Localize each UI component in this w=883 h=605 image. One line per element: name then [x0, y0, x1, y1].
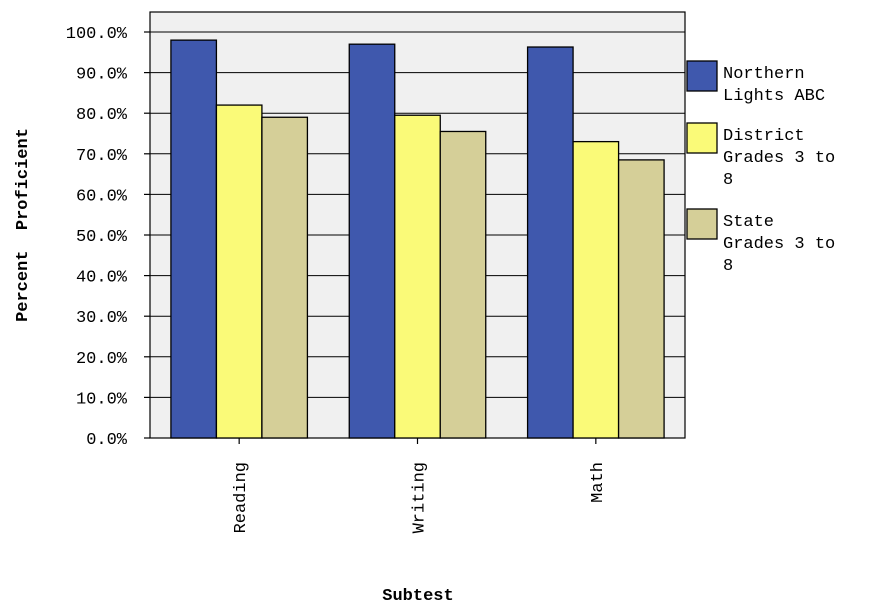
legend-item: District Grades 3 to 8: [686, 122, 835, 190]
y-axis-label: Percent Proficient: [14, 128, 33, 322]
bar: [526, 46, 574, 439]
legend-swatch: [686, 122, 718, 154]
bar: [215, 104, 263, 439]
y-tick-label: 0.0%: [86, 431, 128, 450]
y-tick-label: 80.0%: [76, 106, 128, 125]
legend-label: 8: [723, 257, 733, 276]
x-axis-label: Subtest: [382, 587, 453, 605]
bar: [439, 130, 487, 439]
x-tick-label: Reading: [232, 462, 251, 533]
legend-item: Northern Lights ABC: [686, 60, 825, 106]
legend-label: State: [723, 213, 774, 232]
y-tick-label: 50.0%: [76, 228, 128, 247]
y-tick-label: 20.0%: [76, 350, 128, 369]
bar: [348, 43, 396, 439]
y-tick-label: 10.0%: [76, 390, 128, 409]
legend-item: State Grades 3 to 8: [686, 208, 835, 276]
legend-swatch: [686, 208, 718, 240]
x-axis-ticks: Reading Writing Math: [232, 438, 608, 533]
bar: [261, 116, 309, 439]
bar: [617, 159, 665, 439]
legend-label: District: [723, 127, 805, 146]
bar: [572, 140, 620, 439]
y-tick-label: 100.0%: [66, 25, 128, 44]
legend-label: Lights ABC: [723, 87, 825, 106]
legend-swatch: [686, 60, 718, 92]
legend-label: Grades 3 to: [723, 149, 835, 168]
legend-label: Northern: [723, 65, 805, 84]
bar: [170, 39, 218, 439]
y-tick-label: 40.0%: [76, 269, 128, 288]
y-tick-label: 70.0%: [76, 147, 128, 166]
y-tick-label: 30.0%: [76, 309, 128, 328]
x-tick-label: Writing: [411, 462, 430, 533]
y-tick-label: 90.0%: [76, 66, 128, 85]
y-tick-label: 60.0%: [76, 187, 128, 206]
legend-label: Grades 3 to: [723, 235, 835, 254]
x-tick-label: Math: [589, 462, 608, 503]
bar: [394, 114, 441, 439]
legend-label: 8: [723, 171, 733, 190]
y-axis-ticks: 0.0% 10.0% 20.0% 30.0% 40.0% 50.0% 60.0% 70.0% 8…: [66, 25, 150, 450]
